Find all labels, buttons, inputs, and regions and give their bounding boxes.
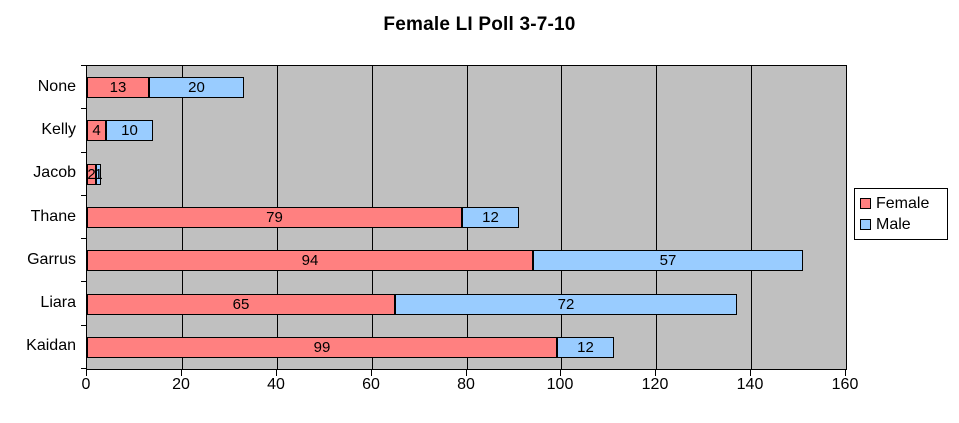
bar-liara-female: 65	[87, 294, 395, 315]
x-axis-label-60: 60	[362, 376, 380, 393]
y-axis-tick	[81, 108, 87, 109]
category-label-thane: Thane	[30, 208, 76, 225]
x-axis-label-160: 160	[831, 376, 859, 393]
category-label-none: None	[37, 78, 76, 95]
category-label-kaidan: Kaidan	[26, 337, 76, 354]
x-axis-label-0: 0	[81, 376, 91, 393]
gridline	[751, 66, 752, 369]
male-swatch-icon	[860, 219, 871, 230]
category-label-liara: Liara	[40, 294, 76, 311]
gridline	[561, 66, 562, 369]
bar-value-label: 12	[482, 209, 499, 226]
legend-entry-female: Female	[860, 195, 942, 212]
x-axis-label-20: 20	[172, 376, 190, 393]
y-axis-tick	[81, 152, 87, 153]
category-label-garrus: Garrus	[27, 251, 76, 268]
category-label-kelly: Kelly	[41, 121, 76, 138]
x-axis-tick	[750, 370, 751, 376]
x-axis-tick	[86, 370, 87, 376]
female-swatch-icon	[860, 198, 871, 209]
bar-value-label: 10	[121, 122, 138, 139]
bar-value-label: 12	[577, 339, 594, 356]
y-axis-tick	[81, 325, 87, 326]
legend-label-female: Female	[876, 195, 930, 212]
bar-kaidan-female: 99	[87, 337, 557, 358]
x-axis-label-100: 100	[546, 376, 574, 393]
bar-value-label: 94	[301, 252, 319, 269]
x-axis-tick	[655, 370, 656, 376]
chart-title: Female LI Poll 3-7-10	[383, 14, 576, 35]
bar-kelly-female: 4	[87, 120, 106, 141]
category-label-jacob: Jacob	[33, 164, 76, 181]
plot-area: 13 20 4 10 2 1 79 12 94 57 65 72 99 12	[86, 65, 847, 370]
bar-value-label: 1	[94, 166, 103, 183]
legend-entry-male: Male	[860, 216, 942, 233]
bar-none-female: 13	[87, 77, 149, 98]
bar-liara-male: 72	[395, 294, 737, 315]
x-axis-tick	[276, 370, 277, 376]
bar-value-label: 4	[92, 122, 101, 139]
x-axis-label-80: 80	[457, 376, 475, 393]
bar-garrus-male: 57	[533, 250, 803, 271]
bar-value-label: 79	[266, 209, 283, 226]
x-axis-tick	[181, 370, 182, 376]
bar-kelly-male: 10	[106, 120, 153, 141]
bar-value-label: 57	[659, 252, 677, 269]
bar-garrus-female: 94	[87, 250, 533, 271]
bar-thane-male: 12	[462, 207, 519, 228]
bar-value-label: 20	[188, 79, 205, 96]
y-axis-tick	[81, 195, 87, 196]
x-axis-label-140: 140	[736, 376, 764, 393]
bar-value-label: 99	[313, 339, 331, 356]
x-axis-label-120: 120	[641, 376, 669, 393]
bar-jacob-male: 1	[94, 164, 103, 185]
x-axis-tick	[466, 370, 467, 376]
legend-label-male: Male	[876, 216, 911, 233]
y-axis-tick	[81, 65, 87, 66]
bar-jacob-female: 2	[87, 164, 96, 185]
bar-none-male: 20	[149, 77, 244, 98]
x-axis-tick	[371, 370, 372, 376]
x-axis-label-40: 40	[267, 376, 285, 393]
y-axis-tick	[81, 281, 87, 282]
bar-value-label: 2	[87, 166, 96, 183]
x-axis-tick	[560, 370, 561, 376]
bar-kaidan-male: 12	[557, 337, 614, 358]
bar-value-label: 65	[232, 296, 250, 313]
bar-value-label: 72	[557, 296, 575, 313]
gridline	[656, 66, 657, 369]
bar-thane-female: 79	[87, 207, 462, 228]
legend: Female Male	[854, 188, 948, 240]
bar-value-label: 13	[109, 79, 127, 96]
y-axis-tick	[81, 368, 87, 369]
y-axis-tick	[81, 238, 87, 239]
x-axis-tick	[845, 370, 846, 376]
